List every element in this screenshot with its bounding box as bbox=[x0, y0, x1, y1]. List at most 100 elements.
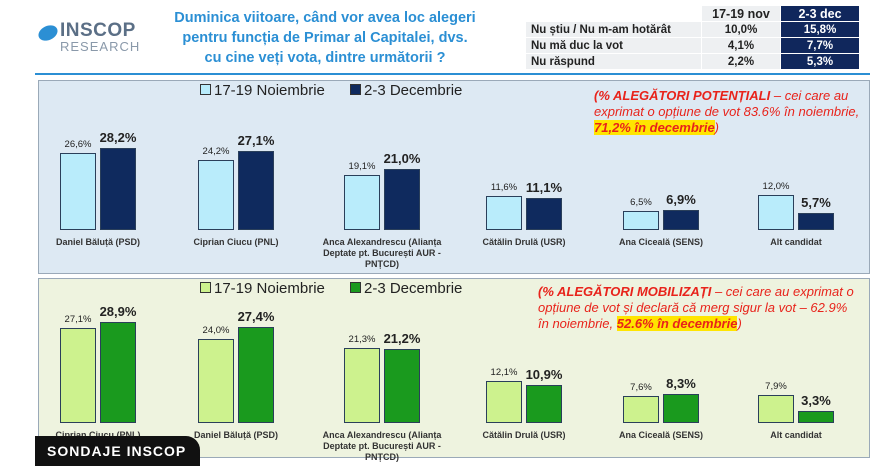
legend-label: 17-19 Noiembrie bbox=[214, 82, 325, 99]
value-label: 6,5% bbox=[630, 197, 652, 209]
legend-item: 17-19 Noiembrie bbox=[200, 280, 325, 297]
bar bbox=[486, 196, 522, 230]
value-label: 27,4% bbox=[237, 309, 275, 325]
cell: 7,7% bbox=[780, 37, 860, 54]
value-label: 19,1% bbox=[348, 160, 376, 172]
value-label: 7,6% bbox=[630, 382, 652, 394]
value-label: 12,1% bbox=[490, 366, 518, 378]
title-line: pentru funcția de Primar al Capitalei, d… bbox=[182, 30, 468, 46]
value-label: 27,1% bbox=[237, 133, 275, 149]
x-tick-label: Ana Ciceală (SENS) bbox=[618, 430, 704, 440]
x-tick-label: Alt candidat bbox=[770, 430, 822, 440]
table-row: Nu știu / Nu m-am hotărât 10,0% 15,8% bbox=[525, 21, 860, 38]
value-label: 21,2% bbox=[383, 330, 421, 346]
value-label: 21,0% bbox=[383, 151, 421, 167]
annotation-text: – cei care au exprimat o opțiune de vot … bbox=[594, 88, 860, 119]
value-label: 10,9% bbox=[525, 366, 563, 382]
bar bbox=[798, 213, 834, 230]
legend-label: 2-3 Decembrie bbox=[364, 280, 463, 297]
annotation: (% ALEGĂTORI POTENȚIALI – cei care au ex… bbox=[594, 88, 862, 136]
x-tick-label: Cătălin Drulă (USR) bbox=[482, 237, 566, 247]
bar bbox=[486, 380, 522, 423]
bar bbox=[663, 209, 699, 230]
annotation: (% ALEGĂTORI MOBILIZAȚI – cei care au ex… bbox=[538, 284, 860, 332]
value-label: 24,0% bbox=[202, 325, 230, 336]
chart-panel bbox=[38, 278, 870, 458]
x-tick-label: Ciprian Ciucu (PNL) bbox=[55, 430, 141, 440]
bar bbox=[60, 152, 96, 230]
column-header: 2-3 dec bbox=[780, 5, 860, 22]
legend-swatch bbox=[200, 84, 211, 95]
annotation-text: – cei care au exprimat o opțiune de vot … bbox=[538, 284, 854, 331]
bar bbox=[238, 327, 274, 423]
value-label: 6,9% bbox=[666, 191, 696, 207]
title: Duminica viitoare, când vor avea loc ale… bbox=[150, 8, 500, 68]
legend-swatch bbox=[200, 282, 211, 293]
value-label: 28,9% bbox=[99, 303, 137, 319]
value-label: 21,3% bbox=[348, 334, 376, 346]
bar bbox=[526, 384, 562, 423]
legend-item: 2-3 Decembrie bbox=[350, 82, 462, 99]
x-tick-label: Daniel Băluță (PSD) bbox=[55, 237, 140, 247]
title-line: cu cine veți vota, dintre următorii ? bbox=[204, 50, 446, 66]
x-tick-label: Cătălin Drulă (USR) bbox=[482, 430, 566, 440]
bar bbox=[344, 348, 380, 423]
cell: 4,1% bbox=[701, 37, 781, 54]
bar bbox=[758, 395, 794, 423]
x-tick-label: Ana Ciceală (SENS) bbox=[618, 237, 704, 247]
value-label: 24,2% bbox=[202, 145, 230, 157]
legend-label: 17-19 Noiembrie bbox=[214, 280, 325, 297]
logo-text: INSCOP bbox=[60, 20, 136, 41]
table-row: Nu răspund 2,2% 5,3% bbox=[525, 53, 860, 70]
value-label: 5,7% bbox=[801, 195, 831, 211]
legend-swatch bbox=[350, 282, 361, 293]
bar bbox=[798, 411, 834, 423]
legend-item: 2-3 Decembrie bbox=[350, 280, 462, 297]
x-tick-label: Alt candidat bbox=[770, 237, 822, 247]
bar bbox=[100, 148, 136, 230]
annotation-highlight: 71,2% în decembrie bbox=[594, 120, 715, 135]
cell: 15,8% bbox=[780, 21, 860, 38]
bar bbox=[623, 211, 659, 230]
row-label: Nu știu / Nu m-am hotărât bbox=[525, 21, 702, 38]
chart-panel bbox=[38, 80, 870, 274]
bar bbox=[238, 151, 274, 230]
value-label: 26,6% bbox=[64, 138, 92, 150]
logo: INSCOP RESEARCH bbox=[35, 20, 141, 54]
bar bbox=[198, 339, 234, 423]
row-label: Nu mă duc la vot bbox=[525, 37, 702, 54]
value-label: 8,3% bbox=[666, 375, 696, 391]
bar bbox=[663, 393, 699, 423]
table-header: 17-19 nov 2-3 dec bbox=[525, 5, 860, 22]
value-label: 11,6% bbox=[490, 182, 518, 194]
logo-subtext: RESEARCH bbox=[60, 39, 141, 54]
bar bbox=[198, 159, 234, 230]
badge: SONDAJE INSCOP bbox=[35, 436, 200, 466]
value-label: 11,1% bbox=[525, 179, 563, 195]
table-row: Nu mă duc la vot 4,1% 7,7% bbox=[525, 37, 860, 54]
bar bbox=[100, 321, 136, 423]
value-label: 7,9% bbox=[765, 381, 787, 393]
cell: 10,0% bbox=[701, 21, 781, 38]
value-label: 28,2% bbox=[99, 130, 137, 146]
value-label: 3,3% bbox=[801, 393, 831, 409]
bar bbox=[526, 197, 562, 230]
summary-table: 17-19 nov 2-3 dec Nu știu / Nu m-am hotă… bbox=[525, 5, 860, 70]
x-tick-label: Anca Alexandrescu (Alianța Deptate pt. B… bbox=[322, 237, 442, 269]
legend-swatch bbox=[350, 84, 361, 95]
cell: 2,2% bbox=[701, 53, 781, 70]
row-label: Nu răspund bbox=[525, 53, 702, 70]
bar bbox=[758, 195, 794, 230]
column-header: 17-19 nov bbox=[701, 5, 781, 22]
bar bbox=[60, 328, 96, 423]
title-line: Duminica viitoare, când vor avea loc ale… bbox=[174, 10, 476, 26]
annotation-highlight: 52.6% în decembrie bbox=[616, 316, 738, 331]
value-label: 27,1% bbox=[64, 314, 92, 326]
bar bbox=[623, 396, 659, 423]
legend-label: 2-3 Decembrie bbox=[364, 82, 463, 99]
annotation-head: (% ALEGĂTORI POTENȚIALI bbox=[594, 88, 771, 103]
annotation-text: ) bbox=[737, 316, 742, 331]
legend-item: 17-19 Noiembrie bbox=[200, 82, 325, 99]
value-label: 12,0% bbox=[762, 181, 790, 193]
